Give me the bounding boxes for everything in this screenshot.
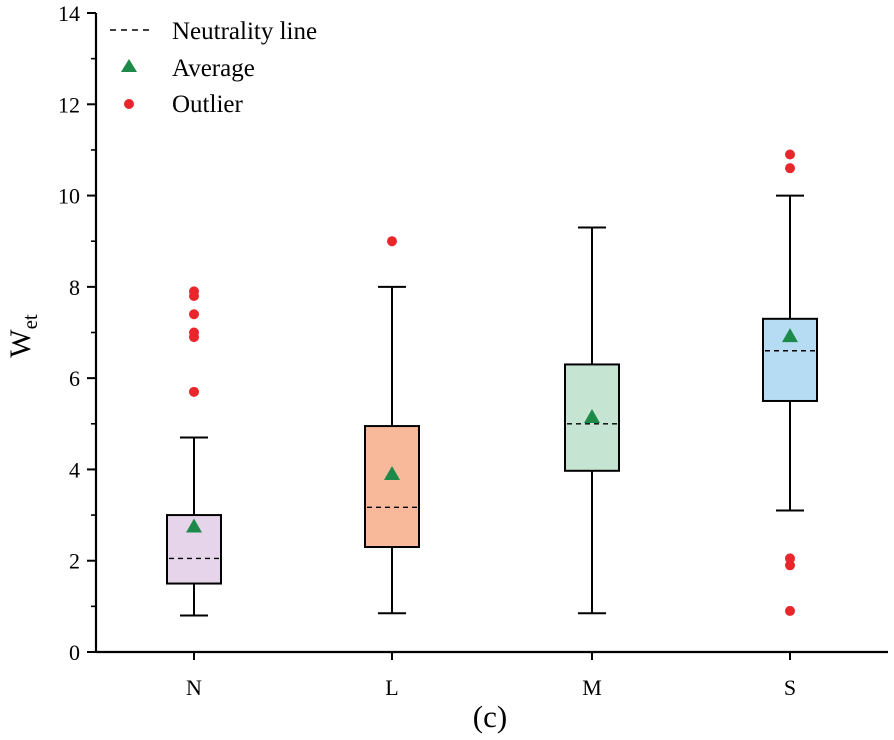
y-tick-label: 14: [58, 1, 80, 26]
y-tick-label: 2: [69, 549, 80, 574]
y-tick-label: 12: [58, 92, 80, 117]
outlier-point: [785, 605, 795, 616]
mean-marker: [782, 328, 798, 343]
x-tick-label-n: N: [186, 675, 202, 700]
y-tick-label: 0: [69, 640, 80, 665]
outlier-point: [189, 386, 199, 397]
mean-marker: [584, 408, 600, 423]
y-axis-ticks: 0 2 4 6 8 10 12 14: [58, 1, 96, 665]
outlier-point: [387, 236, 397, 247]
x-tick-label-s: S: [784, 675, 796, 700]
y-axis-label: Wet: [4, 314, 42, 358]
y-tick-label: 4: [69, 457, 80, 482]
outlier-point: [189, 309, 199, 320]
legend-neutrality-label: Neutrality line: [172, 18, 317, 45]
legend-average-swatch: [121, 59, 137, 72]
outlier-point: [785, 553, 795, 564]
y-tick-label: 10: [58, 184, 80, 209]
box-m: [564, 226, 620, 615]
legend-average-label: Average: [172, 55, 255, 82]
y-tick-label: 8: [69, 275, 80, 300]
iqr-box: [364, 425, 420, 549]
iqr-box: [166, 514, 222, 585]
legend: Neutrality line Average Outlier: [110, 18, 317, 118]
y-axis-label-subscript: et: [18, 314, 42, 329]
outlier-point: [785, 163, 795, 174]
x-tick-label-m: M: [582, 675, 602, 700]
mean-marker: [186, 518, 202, 533]
outlier-point: [785, 560, 795, 571]
legend-outlier-label: Outlier: [172, 91, 243, 118]
outlier-point: [785, 149, 795, 160]
x-tick-label-l: L: [385, 675, 398, 700]
box-l: [364, 236, 420, 615]
y-axis-label-main: W: [4, 329, 37, 358]
panel-label: (c): [473, 699, 507, 734]
outlier-point: [189, 327, 199, 338]
box-n: [166, 286, 222, 617]
boxes: [166, 149, 818, 617]
y-tick-label: 6: [69, 366, 80, 391]
mean-marker: [384, 465, 400, 480]
legend-outlier-swatch: [124, 99, 134, 109]
outlier-point: [189, 286, 199, 297]
box-s: [762, 149, 818, 616]
